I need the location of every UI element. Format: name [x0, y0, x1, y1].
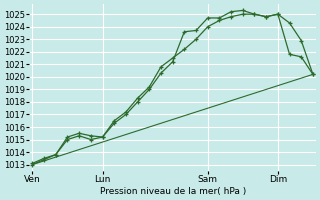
- X-axis label: Pression niveau de la mer( hPa ): Pression niveau de la mer( hPa ): [100, 187, 246, 196]
